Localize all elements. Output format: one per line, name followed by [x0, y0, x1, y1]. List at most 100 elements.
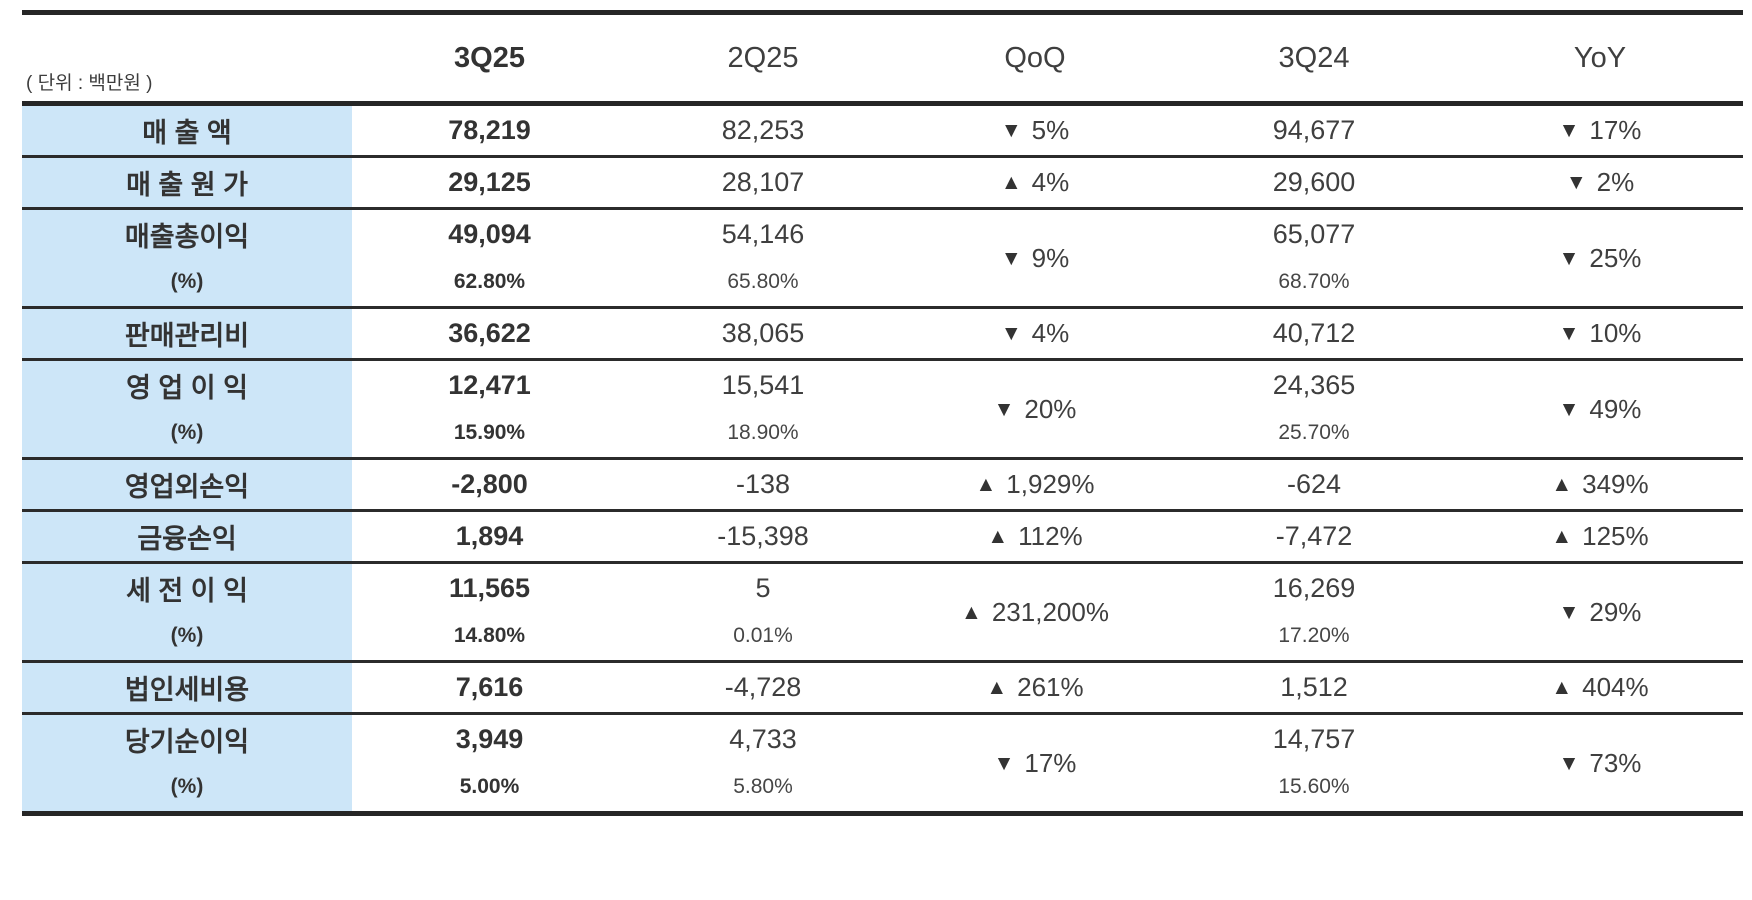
table-row-pretax-margin: (%) 14.80% 0.01% 17.20% [22, 612, 1743, 662]
triangle-change-arrow-icon: ▲ [986, 676, 1008, 699]
value-3q25: 12,471 [448, 369, 531, 400]
value-2q25: 15,541 [721, 369, 805, 400]
row-label: 영업외손익 [22, 458, 352, 511]
qoq-change-cell: ▼ 20% [899, 360, 1171, 459]
yoy-change-value: 349% [1582, 469, 1649, 499]
value-3q24: -7,472 [1275, 521, 1353, 551]
row-label: 매출총이익 [22, 208, 352, 258]
triangle-change-arrow-icon: ▼ [1558, 246, 1580, 270]
yoy-change-cell: ▼ 25% [1457, 209, 1743, 308]
yoy-change-cell: ▼ 73% [1457, 714, 1743, 814]
qoq-change-cell: ▲ 112% [899, 511, 1171, 563]
yoy-change-cell: ▼ 29% [1457, 563, 1743, 662]
col-header-qoq: QoQ [1004, 41, 1066, 74]
qoq-change-cell: ▼ 5% [899, 104, 1171, 157]
row-label: 세 전 이 익 [22, 562, 352, 612]
yoy-change-cell: ▲ 125% [1457, 511, 1743, 563]
value-2q25: -138 [735, 469, 791, 499]
table-row-net-margin: (%) 5.00% 5.80% 15.60% [22, 763, 1743, 814]
value-2q25: 28,107 [721, 167, 805, 197]
row-label: 법인세비용 [22, 661, 352, 714]
col-header-yoy: YoY [1573, 41, 1627, 74]
triangle-change-arrow-icon: ▼ [1558, 119, 1580, 142]
pct-3q24: 15.60% [1278, 775, 1350, 798]
row-label: 영 업 이 익 [22, 359, 352, 409]
row-label: 매 출 액 [22, 103, 352, 157]
col-header-2q25: 2Q25 [727, 41, 799, 74]
row-label: 판매관리비 [22, 307, 352, 360]
qoq-change-cell: ▲ 4% [899, 157, 1171, 209]
value-3q25: -2,800 [451, 469, 528, 499]
yoy-change-value: 29% [1589, 596, 1642, 627]
value-3q24: 1,512 [1280, 672, 1348, 702]
table-row-gross-profit: 매출총이익 49,094 54,146 ▼ 9% 65,077 ▼ 25% [22, 208, 1743, 273]
pct-2q25: 0.01% [733, 624, 793, 647]
value-3q24: 94,677 [1272, 115, 1356, 145]
triangle-change-arrow-icon: ▲ [975, 473, 997, 496]
value-3q24: 14,757 [1272, 723, 1356, 754]
triangle-change-arrow-icon: ▼ [993, 397, 1015, 421]
qoq-change-value: 4% [1031, 318, 1070, 348]
value-3q24: 40,712 [1272, 318, 1356, 348]
value-3q25: 1,894 [455, 521, 524, 551]
qoq-change-value: 5% [1031, 115, 1070, 145]
qoq-change-cell: ▲ 261% [899, 662, 1171, 714]
unit-label-cell: ( 단위 : 백만원 ) [22, 13, 352, 104]
value-2q25: -15,398 [717, 521, 809, 551]
triangle-change-arrow-icon: ▼ [1000, 119, 1022, 142]
pct-3q24: 68.70% [1278, 270, 1350, 293]
value-3q24: 24,365 [1272, 369, 1356, 400]
triangle-change-arrow-icon: ▼ [1558, 322, 1580, 345]
pct-3q25: 14.80% [453, 624, 526, 647]
triangle-change-arrow-icon: ▲ [1551, 676, 1573, 699]
triangle-change-arrow-icon: ▲ [987, 525, 1009, 548]
value-2q25: 82,253 [721, 115, 805, 145]
qoq-change-cell: ▲ 231,200% [899, 563, 1171, 662]
qoq-change-value: 231,200% [991, 596, 1109, 627]
qoq-change-value: 1,929% [1006, 469, 1095, 499]
pct-3q25: 5.00% [459, 775, 520, 798]
qoq-change-value: 112% [1018, 521, 1083, 551]
financial-summary-sheet: ( 단위 : 백만원 ) 3Q25 2Q25 QoQ 3Q24 YoY 매 출 … [22, 10, 1743, 816]
value-3q25: 3,949 [455, 723, 524, 754]
table-row-non-operating: 영업외손익 -2,800 -138 ▲ 1,929% -624 ▲ 349% [22, 458, 1743, 511]
table-row-revenue: 매 출 액 78,219 82,253 ▼ 5% 94,677 ▼ 17% [22, 103, 1743, 157]
yoy-change-value: 125% [1582, 521, 1649, 551]
triangle-change-arrow-icon: ▼ [1565, 171, 1587, 194]
yoy-change-cell: ▼ 10% [1457, 308, 1743, 360]
yoy-change-cell: ▼ 49% [1457, 360, 1743, 459]
qoq-change-value: 4% [1031, 167, 1070, 197]
triangle-change-arrow-icon: ▲ [1551, 473, 1573, 496]
qoq-change-cell: ▲ 1,929% [899, 459, 1171, 511]
table-row-financial: 금융손익 1,894 -15,398 ▲ 112% -7,472 ▲ 125% [22, 510, 1743, 563]
qoq-change-cell: ▼ 17% [899, 714, 1171, 814]
yoy-change-cell: ▼ 17% [1457, 104, 1743, 157]
quarterly-income-statement-table: ( 단위 : 백만원 ) 3Q25 2Q25 QoQ 3Q24 YoY 매 출 … [22, 10, 1743, 816]
yoy-change-value: 25% [1589, 242, 1642, 273]
value-3q24: 16,269 [1272, 572, 1356, 603]
header-row: ( 단위 : 백만원 ) 3Q25 2Q25 QoQ 3Q24 YoY [22, 13, 1743, 104]
yoy-change-cell: ▲ 404% [1457, 662, 1743, 714]
row-label: 당기순이익 [22, 713, 352, 763]
row-pct-label: (%) [22, 258, 352, 308]
value-3q25: 7,616 [455, 672, 524, 702]
yoy-change-cell: ▲ 349% [1457, 459, 1743, 511]
pct-3q25: 15.90% [453, 421, 526, 444]
triangle-change-arrow-icon: ▼ [993, 751, 1015, 775]
qoq-change-value: 17% [1024, 747, 1077, 778]
pct-3q25: 62.80% [453, 270, 526, 293]
qoq-change-cell: ▼ 9% [899, 209, 1171, 308]
table-row-gross-profit-margin: (%) 62.80% 65.80% 68.70% [22, 258, 1743, 308]
qoq-change-value: 9% [1031, 242, 1070, 273]
row-pct-label: (%) [22, 612, 352, 662]
triangle-change-arrow-icon: ▼ [1558, 751, 1580, 775]
yoy-change-value: 2% [1596, 167, 1635, 197]
qoq-change-cell: ▼ 4% [899, 308, 1171, 360]
yoy-change-value: 73% [1589, 747, 1642, 778]
table-row-net-income: 당기순이익 3,949 4,733 ▼ 17% 14,757 ▼ 73% [22, 713, 1743, 778]
yoy-change-value: 404% [1582, 672, 1649, 702]
value-3q25: 29,125 [448, 167, 531, 197]
value-3q25: 36,622 [448, 318, 531, 348]
value-2q25: 5 [755, 572, 771, 603]
triangle-change-arrow-icon: ▲ [1551, 525, 1573, 548]
